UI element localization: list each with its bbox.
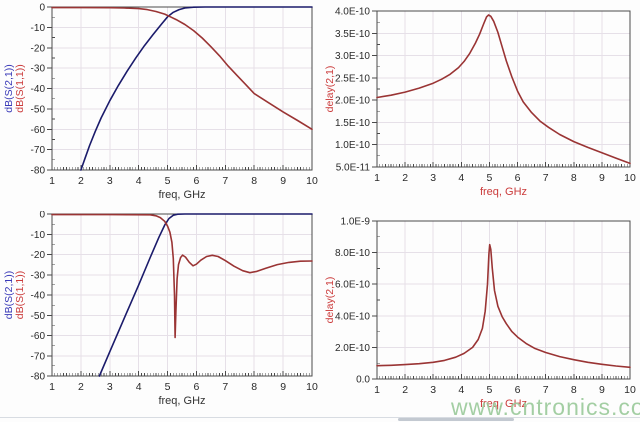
svg-text:0: 0 [39,3,45,14]
svg-text:9: 9 [280,381,286,393]
chart-group-delay-filter-1: 4.0E-10 3.5E-10 3.0E-10 2.5E-10 2.0E-10 1.5E-… [324,7,636,199]
svg-text:8.0E-10: 8.0E-10 [335,248,370,259]
svg-text:-70: -70 [31,145,46,156]
chart-group-delay-filter-2: 1.0E-9 8.0E-10 6.0E-10 4.0E-10 2.0E-10 0.0 1 2 3… [324,217,636,411]
svg-text:10: 10 [306,175,318,187]
svg-text:0: 0 [39,211,45,221]
svg-text:dB(S(2,1)): dB(S(2,1)) [3,271,15,319]
svg-text:6: 6 [515,384,521,396]
svg-text:freq, GHz: freq, GHz [480,398,527,410]
svg-text:9: 9 [280,175,286,187]
svg-text:2: 2 [78,175,84,187]
chart-sparams-filter-1: 0 -10 -20 -30 -40 -50 -60 -70 -801 2 3 4 5 6 7 8 9 10 freq… [3,3,318,202]
svg-text:1: 1 [374,384,380,396]
svg-text:4.0E-10: 4.0E-10 [335,311,370,322]
svg-text:2.0E-10: 2.0E-10 [335,96,370,107]
svg-text:-20: -20 [31,250,46,261]
svg-text:2: 2 [402,172,408,184]
svg-text:3: 3 [430,172,436,184]
svg-text:3: 3 [107,175,113,187]
svg-text:1: 1 [374,172,380,184]
chart-sparams-filter-2: 0 -10 -20 -30 -40 -50 -60 -70 -801 2 3 4 5 6 7 8 9 10 freq… [3,211,318,407]
svg-text:3.0E-10: 3.0E-10 [335,51,370,62]
svg-text:2: 2 [78,381,84,393]
svg-text:dB(S(1,1)): dB(S(1,1)) [14,64,26,112]
svg-text:4.0E-10: 4.0E-10 [335,7,370,18]
svg-text:6: 6 [194,175,200,187]
svg-text:1.0E-10: 1.0E-10 [335,140,370,151]
svg-text:-80: -80 [31,372,46,383]
svg-text:10: 10 [306,381,318,393]
svg-text:8: 8 [571,172,577,184]
svg-text:0.0: 0.0 [356,375,370,386]
svg-text:8: 8 [251,175,257,187]
svg-text:7: 7 [543,384,549,396]
svg-text:-40: -40 [31,84,46,95]
svg-text:1: 1 [49,381,55,393]
svg-text:3: 3 [107,381,113,393]
svg-text:3: 3 [430,384,436,396]
svg-text:5: 5 [487,172,493,184]
svg-text:8: 8 [251,381,257,393]
bottom-scroll-fragment [398,418,514,421]
svg-text:2.0E-10: 2.0E-10 [335,343,370,354]
svg-text:5: 5 [165,175,171,187]
svg-text:freq, GHz: freq, GHz [480,186,527,198]
svg-text:6.0E-10: 6.0E-10 [335,280,370,291]
svg-text:4: 4 [458,384,464,396]
svg-text:freq, GHz: freq, GHz [158,395,205,407]
svg-text:7: 7 [222,381,228,393]
svg-text:4: 4 [458,172,464,184]
svg-text:9: 9 [599,384,605,396]
svg-text:delay(2,1): delay(2,1) [324,66,336,113]
svg-text:4: 4 [136,381,142,393]
svg-text:5: 5 [487,384,493,396]
svg-text:dB(S(2,1)): dB(S(2,1)) [3,64,15,112]
svg-text:9: 9 [599,172,605,184]
svg-text:delay(2,1): delay(2,1) [324,277,336,324]
svg-text:-10: -10 [31,23,46,34]
svg-text:1.5E-10: 1.5E-10 [335,118,370,129]
svg-text:5: 5 [165,381,171,393]
svg-text:-70: -70 [31,351,46,362]
svg-text:-30: -30 [31,270,46,281]
svg-text:1: 1 [49,175,55,187]
svg-text:7: 7 [222,175,228,187]
svg-text:-60: -60 [31,125,46,136]
svg-text:-60: -60 [31,331,46,342]
svg-text:4: 4 [136,175,142,187]
svg-text:10: 10 [624,384,636,396]
svg-text:1.0E-9: 1.0E-9 [341,217,371,228]
svg-text:-40: -40 [31,291,46,302]
svg-text:6: 6 [515,172,521,184]
svg-text:-50: -50 [31,104,46,115]
svg-text:3.5E-10: 3.5E-10 [335,29,370,40]
bottom-separator [0,417,640,418]
svg-text:freq, GHz: freq, GHz [158,189,205,201]
svg-text:8: 8 [571,384,577,396]
svg-text:5.0E-11: 5.0E-11 [336,163,371,174]
svg-text:-30: -30 [31,64,46,75]
svg-text:6: 6 [194,381,200,393]
svg-text:-80: -80 [31,166,46,177]
svg-text:-10: -10 [31,230,46,241]
svg-text:dB(S(1,1)): dB(S(1,1)) [14,271,26,319]
svg-text:-20: -20 [31,43,46,54]
svg-text:10: 10 [624,172,636,184]
svg-text:2: 2 [402,384,408,396]
svg-text:2.5E-10: 2.5E-10 [335,73,370,84]
svg-text:7: 7 [543,172,549,184]
svg-text:-50: -50 [31,311,46,322]
